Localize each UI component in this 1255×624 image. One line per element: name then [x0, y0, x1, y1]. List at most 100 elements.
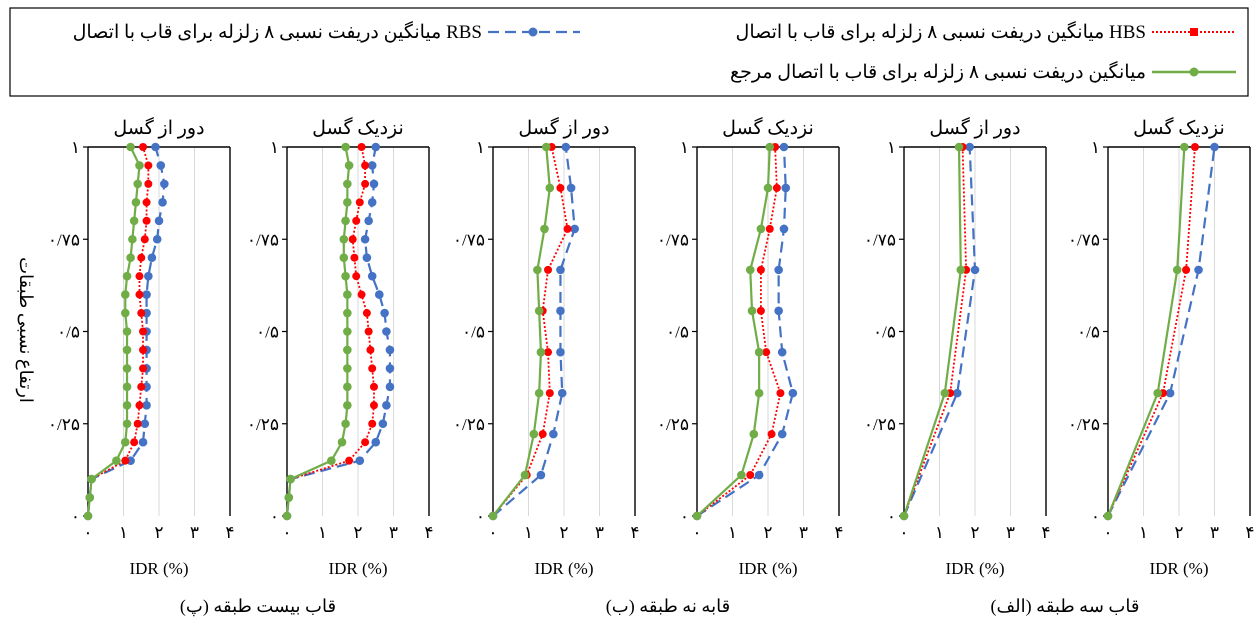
- data-point-hbs: [135, 290, 144, 299]
- data-point-rbs: [378, 419, 388, 429]
- data-point-ref: [120, 308, 130, 318]
- data-point-rbs: [952, 388, 962, 398]
- data-point-ref: [126, 142, 135, 152]
- y-tick-label: ۰/۷۵: [657, 230, 689, 249]
- x-tick-label: ۰: [1103, 523, 1112, 542]
- data-point-rbs: [355, 456, 365, 465]
- panel-title: دور از گسل: [113, 116, 204, 139]
- x-axis-label: IDR (%): [534, 559, 593, 578]
- data-point-ref: [756, 224, 766, 234]
- data-point-rbs: [970, 265, 980, 275]
- data-point-rbs: [364, 216, 373, 226]
- data-point-hbs: [1190, 143, 1199, 151]
- data-point-ref: [692, 511, 702, 521]
- data-point-ref: [339, 234, 349, 244]
- data-point-rbs: [151, 142, 160, 152]
- x-axis-label: IDR (%): [328, 559, 387, 578]
- data-point-rbs: [142, 401, 151, 410]
- data-point-ref: [341, 216, 350, 226]
- data-point-rbs: [561, 142, 571, 152]
- legend-item-ref: میانگین دریفت نسبی ۸ زلزله برای قاب با ا…: [730, 60, 1236, 83]
- data-point-hbs: [544, 348, 553, 357]
- data-point-rbs: [371, 437, 381, 447]
- data-point-rbs: [781, 183, 791, 193]
- data-point-ref: [122, 364, 132, 373]
- data-point-ref: [341, 142, 350, 152]
- data-point-rbs: [556, 347, 565, 357]
- data-point-ref: [520, 470, 530, 480]
- y-tick-label: ۱: [71, 138, 80, 157]
- series-line-ref: [902, 146, 962, 517]
- data-point-hbs: [142, 198, 151, 207]
- data-point-ref: [488, 511, 498, 521]
- data-point-hbs: [767, 430, 776, 439]
- data-point-ref: [540, 224, 549, 234]
- data-point-hbs: [361, 161, 370, 170]
- data-point-rbs: [371, 142, 381, 152]
- legend-label-rbs: میانگین دریفت نسبی ۸ زلزله برای قاب با ا…: [73, 20, 482, 43]
- data-point-hbs: [772, 183, 781, 192]
- x-tick-label: ۳: [190, 523, 199, 542]
- x-tick-label: ۱: [119, 523, 128, 542]
- data-point-ref: [1180, 142, 1189, 152]
- x-tick-label: ۰: [899, 523, 908, 542]
- y-tick-label: ۰/۲۵: [48, 415, 80, 434]
- data-point-hbs: [1182, 265, 1191, 274]
- panel-title: دور از گسل: [929, 116, 1020, 139]
- data-point-ref: [129, 216, 139, 226]
- data-point-rbs: [385, 364, 395, 373]
- y-tick-label: ۰/۲۵: [453, 415, 485, 434]
- data-point-hbs: [348, 235, 357, 244]
- data-point-ref: [128, 234, 137, 244]
- data-point-ref: [83, 511, 93, 521]
- x-tick-label: ۴: [1041, 523, 1050, 542]
- chart-panel: ۰ ۰/۲۵ ۰/۵ ۰/۷۵ ۱ ۰ ۱ ۲ ۳ ۴ دور از گسل IDR (%): [864, 116, 1051, 578]
- data-point-rbs: [138, 437, 148, 447]
- y-tick-label: ۱: [270, 138, 279, 157]
- data-point-ref: [754, 347, 764, 357]
- legend-label-hbs: میانگین دریفت نسبی ۸ زلزله برای قاب با ا…: [736, 20, 1146, 43]
- x-tick-label: ۲: [970, 523, 979, 542]
- x-tick-label: ۲: [1174, 523, 1183, 542]
- x-tick-label: ۴: [424, 523, 433, 542]
- data-point-rbs: [556, 306, 565, 316]
- data-point-rbs: [144, 271, 153, 281]
- data-point-ref: [1153, 388, 1162, 398]
- data-point-ref: [122, 382, 132, 392]
- panel-title: نزدیک گسل: [312, 116, 404, 139]
- data-point-ref: [122, 327, 132, 336]
- data-point-rbs: [360, 234, 370, 244]
- y-tick-label: ۰: [680, 507, 689, 526]
- x-tick-label: ۲: [559, 523, 568, 542]
- x-tick-label: ۳: [799, 523, 808, 542]
- data-point-rbs: [142, 290, 151, 299]
- data-point-ref: [737, 470, 746, 480]
- data-point-rbs: [754, 470, 764, 480]
- x-tick-label: ۲: [763, 523, 772, 542]
- series-line-rbs: [492, 146, 576, 517]
- data-point-hbs: [130, 438, 139, 447]
- data-point-hbs: [121, 456, 130, 465]
- data-point-hbs: [366, 345, 375, 354]
- y-tick-label: ۰/۷۵: [1068, 230, 1100, 249]
- x-tick-label: ۱: [935, 523, 944, 542]
- data-point-hbs: [139, 364, 148, 373]
- y-tick-label: ۰/۲۵: [864, 415, 896, 434]
- chart-panel: ۰ ۰/۲۵ ۰/۵ ۰/۷۵ ۱ ۰ ۱ ۲ ۳ ۴ نزدیک گسل IDR (%): [247, 116, 434, 578]
- legend-label-ref: میانگین دریفت نسبی ۸ زلزله برای قاب با ا…: [730, 60, 1146, 83]
- data-point-ref: [749, 429, 759, 439]
- data-point-ref: [135, 161, 144, 170]
- data-point-ref: [534, 306, 544, 316]
- data-point-ref: [87, 474, 96, 484]
- data-point-ref: [536, 347, 546, 357]
- y-tick-label: ۰/۷۵: [864, 230, 896, 249]
- legend-item-hbs: میانگین دریفت نسبی ۸ زلزله برای قاب با ا…: [736, 20, 1236, 43]
- data-point-hbs: [345, 456, 354, 465]
- data-point-rbs: [777, 429, 787, 439]
- data-point-rbs: [152, 234, 162, 244]
- data-point-ref: [343, 198, 352, 207]
- data-point-hbs: [361, 179, 370, 188]
- chart-panel: ۰ ۰/۲۵ ۰/۵ ۰/۷۵ ۱ ۰ ۱ ۲ ۳ ۴ نزدیک گسل IDR (%): [1068, 116, 1255, 578]
